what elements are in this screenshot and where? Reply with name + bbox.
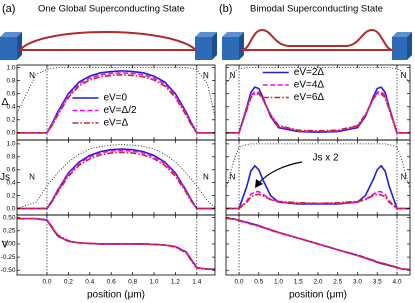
block [0, 32, 22, 37]
x-tick-label: 2.0 [313, 279, 322, 286]
data-line [17, 217, 215, 271]
panel-label: (b) [219, 3, 232, 15]
data-line [226, 67, 410, 85]
legend-label: eV=2Δ [294, 67, 325, 78]
data-line [226, 92, 410, 134]
y-tick-label: 0.6 [6, 166, 15, 173]
region-label: N [29, 173, 35, 182]
panel-title: One Global Superconducting State [38, 4, 185, 15]
panel-label: (a) [2, 3, 15, 15]
arrow-head [255, 179, 263, 188]
y-tick-label: 0.25 [3, 228, 16, 235]
x-tick-label: 0.5 [254, 279, 263, 286]
wire [19, 31, 197, 51]
data-line [226, 143, 410, 190]
data-line [226, 86, 410, 134]
data-line [17, 144, 215, 209]
legend-label: eV=4Δ [294, 80, 325, 91]
plot-area [226, 140, 410, 215]
x-axis-label: position (μm) [87, 290, 145, 301]
y-tick-label: 0.0 [6, 205, 15, 212]
y-tick-label: 1.0 [6, 64, 15, 71]
arrow [257, 161, 303, 185]
note: Js x 2 [312, 153, 339, 164]
data-line [226, 190, 410, 210]
region-label: N [401, 173, 407, 182]
block [407, 32, 412, 60]
x-tick-label: 1.4 [192, 279, 201, 286]
y-axis-label: Js [0, 172, 10, 183]
data-line [226, 164, 410, 210]
region-label: N [230, 71, 236, 80]
block [195, 37, 212, 60]
schematic-left [0, 31, 217, 60]
plot-area [17, 215, 215, 275]
region-label: N [29, 71, 35, 80]
y-axis-label: V [2, 240, 9, 251]
plot-area [226, 215, 410, 275]
data-line [17, 73, 215, 134]
plot-area [17, 140, 215, 215]
y-tick-label: 0.8 [6, 154, 15, 161]
x-tick-label: 3.5 [373, 279, 382, 286]
block [17, 32, 22, 60]
x-tick-label: 1.5 [294, 279, 303, 286]
x-tick-label: 1.0 [274, 279, 283, 286]
block [212, 32, 217, 60]
y-tick-label: 0.2 [6, 192, 15, 199]
legend-label: eV=Δ/2 [103, 105, 137, 116]
legend-label: eV=Δ [103, 118, 128, 129]
y-tick-label: 0.4 [6, 179, 15, 186]
wire [241, 28, 394, 51]
y-tick-label: 1.0 [6, 141, 15, 148]
x-tick-label: 0.0 [42, 279, 51, 286]
x-tick-label: 3.0 [353, 279, 362, 286]
y-tick-label: 0.8 [6, 77, 15, 84]
region-label: N [203, 173, 209, 182]
x-tick-label: 1.0 [149, 279, 158, 286]
y-tick-label: 0.0 [6, 130, 15, 137]
plot-area [17, 65, 215, 140]
block [392, 37, 407, 60]
panel-title: Bimodal Superconducting State [250, 4, 383, 15]
block [195, 32, 217, 37]
block [239, 32, 244, 60]
x-axis-label: position (μm) [289, 290, 347, 301]
x-tick-label: 0.2 [64, 279, 73, 286]
data-line [17, 67, 215, 117]
x-tick-label: 0.8 [128, 279, 137, 286]
region-label: N [203, 71, 209, 80]
x-tick-label: 2.5 [333, 279, 342, 286]
y-axis-label: Δ [2, 97, 9, 108]
y-tick-label: -0.25 [1, 254, 16, 261]
panel-frame [16, 214, 216, 276]
block [222, 32, 244, 37]
y-tick-label: 0.6 [6, 90, 15, 97]
x-tick-label: 0.6 [107, 279, 116, 286]
legend-label: eV=0 [103, 93, 127, 104]
x-tick-label: 4.0 [392, 279, 401, 286]
y-tick-label: 0.2 [6, 117, 15, 124]
y-tick-label: -0.50 [1, 267, 16, 274]
x-tick-label: 0.4 [85, 279, 94, 286]
region-label: N [401, 71, 407, 80]
y-tick-label: 0.50 [3, 214, 16, 221]
block [222, 37, 239, 60]
data-line [226, 193, 410, 210]
region-label: N [230, 173, 236, 182]
plot-area [226, 65, 410, 140]
y-tick-label: 0.00 [3, 241, 16, 248]
data-line [226, 217, 410, 271]
block [0, 37, 17, 60]
x-tick-label: 0.0 [235, 279, 244, 286]
x-tick-label: 1.2 [171, 279, 180, 286]
legend-label: eV=6Δ [294, 92, 325, 103]
y-tick-label: 0.4 [6, 103, 15, 110]
data-line [17, 151, 215, 210]
block [392, 32, 412, 37]
data-line [17, 148, 215, 210]
schematic-right [222, 28, 412, 60]
